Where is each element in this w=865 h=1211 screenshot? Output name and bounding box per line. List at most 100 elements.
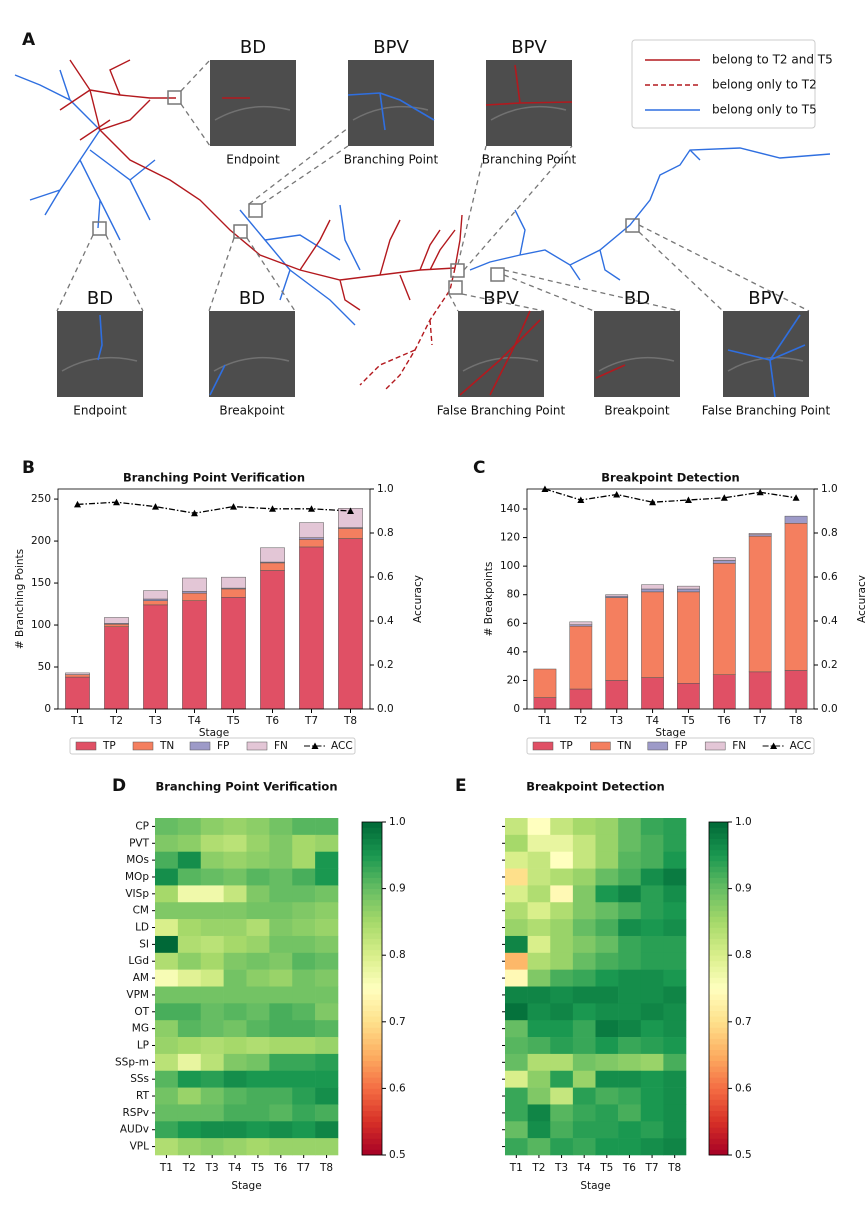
colorbar-step <box>709 921 728 928</box>
colorbar-step <box>362 871 382 878</box>
bar-segment <box>677 683 700 710</box>
heatmap-cell <box>550 919 574 937</box>
y2-tick-label: 0.8 <box>377 527 394 539</box>
x-tick-label: T5 <box>681 715 695 727</box>
colorbar-step <box>362 877 382 884</box>
heatmap-cell <box>527 902 551 920</box>
heatmap-cell <box>177 818 202 836</box>
inset-caption: Breakpoint <box>604 404 669 418</box>
inset-trace <box>514 64 521 104</box>
colorbar-step <box>709 1038 728 1045</box>
heatmap-cell <box>223 1138 247 1156</box>
y-tick-label: 250 <box>31 493 51 505</box>
heatmap-cell <box>200 986 224 1004</box>
accuracy-marker <box>756 488 764 496</box>
inset-trace <box>489 310 531 396</box>
heatmap-cell <box>292 1070 316 1088</box>
bar-segment <box>104 626 129 710</box>
colorbar-step <box>362 982 382 989</box>
heatmap-cell <box>315 902 339 920</box>
heatmap-cell <box>572 902 596 920</box>
colorbar-step <box>709 971 728 978</box>
heatmap-cell <box>663 986 687 1004</box>
heatmap-cell <box>246 986 270 1004</box>
colorbar-tick-label: 1.0 <box>389 816 406 828</box>
heatmap-cell <box>640 834 664 852</box>
heatmap-cell <box>505 1020 528 1038</box>
colorbar-step <box>362 1149 382 1156</box>
panel-label: C <box>473 458 485 478</box>
x-tick-label: T2 <box>573 715 587 727</box>
colorbar-step <box>362 849 382 856</box>
heatmap-cell <box>155 1037 179 1055</box>
row-label: VPM <box>126 989 149 1001</box>
heatmap-cell <box>640 1138 664 1156</box>
x-axis-label: Stage <box>231 1180 261 1192</box>
legend-label: FN <box>274 740 288 752</box>
heatmap-cell <box>315 935 339 954</box>
heatmap-cell <box>527 1138 551 1156</box>
colorbar-step <box>362 1132 382 1139</box>
heatmap-cell <box>550 818 574 836</box>
colorbar-step <box>709 1138 728 1145</box>
heatmap-cell <box>200 885 224 903</box>
heatmap-cell <box>572 1020 596 1038</box>
heatmap-cell <box>527 1003 551 1021</box>
heatmap-cell <box>640 952 664 970</box>
inset-caption: Breakpoint <box>219 404 284 418</box>
heatmap-cell <box>177 834 202 852</box>
panel-label: A <box>22 30 36 50</box>
accuracy-marker <box>152 503 159 510</box>
heatmap-cell <box>223 952 247 970</box>
x-tick-label: T3 <box>148 715 162 727</box>
heatmap-cell <box>177 902 202 920</box>
inset-title: BPV <box>483 288 519 309</box>
heatmap-cell <box>155 1138 179 1156</box>
accuracy-line <box>544 488 797 503</box>
heatmap-cell <box>292 1138 316 1156</box>
colorbar-step <box>709 1110 728 1117</box>
heatmap-cell <box>595 935 619 954</box>
heatmap-cell <box>269 1037 293 1055</box>
y2-tick-label: 0.2 <box>821 659 838 671</box>
heatmap-cell <box>155 986 179 1004</box>
heatmap-cell <box>505 868 528 886</box>
heatmap-cell <box>572 919 596 937</box>
row-label: LGd <box>128 955 149 967</box>
colorbar-step <box>709 960 728 967</box>
colorbar-step <box>362 1121 382 1128</box>
colorbar-step <box>709 855 728 862</box>
heatmap-cell <box>550 885 574 903</box>
y2-axis-label: Accuracy <box>856 575 865 623</box>
colorbar-step <box>362 860 382 867</box>
heatmap-cell <box>177 1003 202 1021</box>
heatmap-cell <box>177 935 202 954</box>
colorbar-step <box>362 1093 382 1100</box>
heatmap-cell <box>292 1104 316 1122</box>
colorbar-step <box>362 1038 382 1045</box>
x-tick-label: T3 <box>554 1162 568 1174</box>
colorbar-step <box>709 1066 728 1073</box>
x-tick-label: T7 <box>296 1162 310 1174</box>
heatmap-cell <box>550 1053 574 1072</box>
bar-segment <box>533 697 557 710</box>
inset-trace <box>769 359 776 398</box>
y2-tick-label: 0.4 <box>821 615 838 627</box>
y-tick-label: 100 <box>500 560 520 572</box>
heatmap-cell <box>292 1121 316 1139</box>
row-label: VISp <box>125 888 149 900</box>
heatmap-cell <box>595 851 619 869</box>
row-label: RT <box>136 1090 150 1102</box>
heatmap-cell <box>200 969 224 987</box>
accuracy-marker <box>792 494 800 501</box>
heatmap-cell <box>663 1053 687 1072</box>
y2-tick-label: 1.0 <box>821 483 838 495</box>
heatmap-cell <box>640 1070 664 1088</box>
heatmap-cell <box>315 1087 339 1105</box>
x-tick-label: T5 <box>226 715 240 727</box>
y-tick-label: 150 <box>31 577 51 589</box>
heatmap-cell <box>177 1121 202 1139</box>
heatmap-cell <box>200 868 224 886</box>
bar-segment <box>641 588 664 593</box>
inset-trace <box>347 92 435 121</box>
